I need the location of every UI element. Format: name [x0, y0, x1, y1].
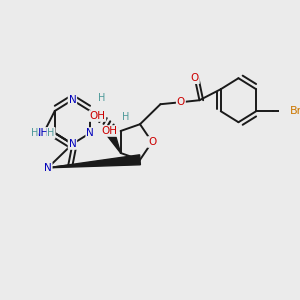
Text: O: O	[177, 97, 185, 107]
Text: N: N	[69, 95, 76, 105]
Text: H: H	[31, 128, 38, 138]
Text: Br: Br	[290, 106, 300, 116]
Text: H: H	[98, 93, 106, 103]
Text: O: O	[191, 73, 199, 83]
Text: H: H	[47, 128, 55, 138]
Text: O: O	[148, 137, 156, 147]
Text: OH: OH	[101, 126, 118, 136]
Text: OH: OH	[89, 111, 105, 121]
Polygon shape	[48, 155, 140, 168]
Text: H: H	[122, 112, 130, 122]
Text: N: N	[69, 139, 76, 149]
Text: N: N	[86, 128, 94, 138]
Polygon shape	[105, 129, 121, 153]
Text: NH₂: NH₂	[33, 128, 54, 138]
Text: N: N	[44, 163, 52, 173]
